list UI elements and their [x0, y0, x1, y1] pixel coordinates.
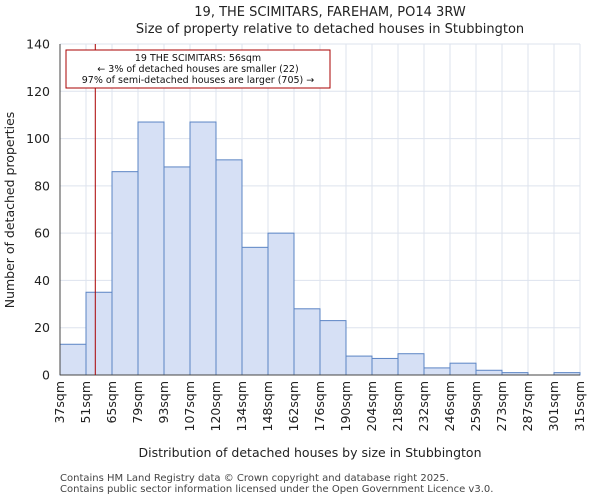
x-tick-label: 120sqm [208, 381, 223, 431]
footer-line-2: Contains public sector information licen… [60, 484, 494, 495]
y-tick-label: 40 [34, 273, 50, 288]
x-tick-label: 315sqm [572, 381, 587, 431]
y-axis-label: Number of detached properties [2, 112, 17, 309]
bar [397, 353, 425, 376]
bar [215, 159, 243, 376]
x-tick-label: 287sqm [520, 381, 535, 431]
x-tick-labels: 37sqm 51sqm 65sqm 79sqm 93sqm 107sqm 120sqm 134… [52, 381, 587, 431]
x-tick-label: 79sqm [130, 381, 145, 424]
x-tick-label: 162sqm [286, 381, 301, 431]
bar [163, 166, 191, 376]
y-tick-label: 120 [26, 84, 50, 99]
x-tick-label: 176sqm [312, 381, 327, 431]
footer-line-1: Contains HM Land Registry data © Crown c… [60, 473, 449, 484]
x-tick-label: 218sqm [390, 381, 405, 431]
y-tick-label: 0 [42, 368, 50, 383]
y-tick-label: 140 [26, 37, 50, 52]
chart-subtitle: Size of property relative to detached ho… [136, 22, 524, 37]
bar [189, 121, 217, 376]
bar [59, 343, 87, 376]
x-tick-label: 93sqm [156, 381, 171, 424]
y-tick-label: 100 [26, 131, 50, 146]
x-tick-label: 204sqm [364, 381, 379, 431]
annotation-line: 19 THE SCIMITARS: 56sqm [135, 53, 261, 64]
bar [267, 232, 295, 376]
x-tick-label: 301sqm [546, 381, 561, 431]
x-tick-label: 232sqm [416, 381, 431, 431]
x-tick-label: 148sqm [260, 381, 275, 431]
x-tick-label: 190sqm [338, 381, 353, 431]
annotation-line: ← 3% of detached houses are smaller (22) [97, 64, 298, 75]
y-tick-label: 20 [34, 320, 50, 335]
bar [293, 308, 321, 376]
annotation-line: 97% of semi-detached houses are larger (… [82, 75, 315, 86]
chart-title: 19, THE SCIMITARS, FAREHAM, PO14 3RW [194, 5, 466, 20]
bar [371, 357, 399, 376]
y-tick-label: 60 [34, 226, 50, 241]
x-axis-label: Distribution of detached houses by size … [139, 445, 482, 460]
axes [59, 44, 580, 376]
bar [111, 171, 139, 376]
x-tick-label: 65sqm [104, 381, 119, 424]
x-tick-label: 134sqm [234, 381, 249, 431]
bar [345, 355, 373, 376]
bar [319, 320, 347, 376]
property-marker: 19 THE SCIMITARS: 56sqm← 3% of detached … [65, 44, 331, 375]
y-tick-labels: 0 20 40 60 80 100 120 140 [26, 37, 50, 383]
x-tick-label: 107sqm [182, 381, 197, 431]
bar [241, 246, 269, 376]
x-tick-label: 51sqm [78, 381, 93, 424]
x-tick-label: 273sqm [494, 381, 509, 431]
bar [85, 291, 113, 376]
y-tick-label: 80 [34, 178, 50, 193]
x-tick-label: 37sqm [52, 381, 67, 424]
x-tick-label: 259sqm [468, 381, 483, 431]
bar [449, 362, 477, 376]
bar [137, 121, 165, 376]
bar [423, 367, 451, 376]
x-tick-label: 246sqm [442, 381, 457, 431]
annotation-box [65, 49, 331, 89]
bar [475, 369, 503, 376]
bars [59, 121, 581, 376]
